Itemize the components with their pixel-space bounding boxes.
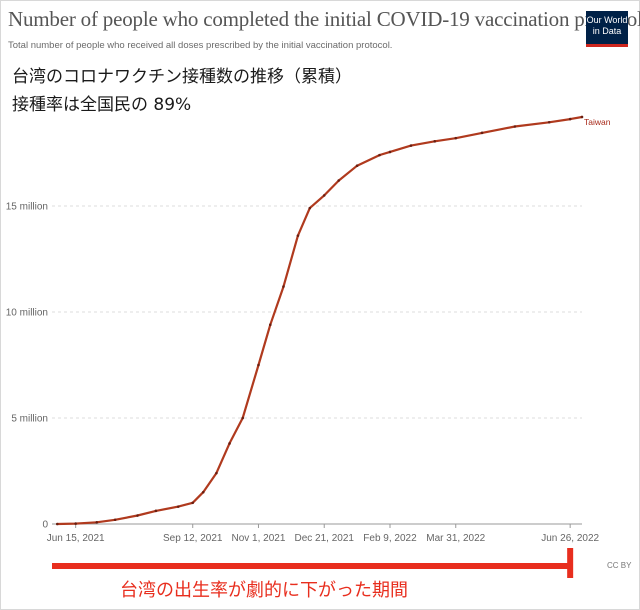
series-point xyxy=(409,144,413,147)
owid-logo[interactable]: Our World in Data xyxy=(586,11,628,47)
y-tick-label: 0 xyxy=(42,520,48,531)
x-tick-label: Jun 15, 2021 xyxy=(47,533,105,544)
series-point xyxy=(176,505,180,508)
series-point xyxy=(74,522,77,525)
series-point xyxy=(241,416,244,420)
series-point xyxy=(257,363,260,367)
series-point xyxy=(228,442,231,445)
license-label[interactable]: CC BY xyxy=(607,561,632,570)
x-tick-label: Dec 21, 2021 xyxy=(294,533,354,544)
series-point xyxy=(480,131,484,135)
series-point xyxy=(547,120,551,124)
series-point xyxy=(355,164,359,168)
series-point xyxy=(296,234,300,237)
chart-subtitle: Total number of people who received all … xyxy=(8,40,393,51)
series-point xyxy=(282,285,285,288)
series-point xyxy=(55,522,59,526)
series-point xyxy=(215,471,218,475)
y-tick-label: 10 million xyxy=(6,308,48,319)
series-point xyxy=(580,115,584,119)
series-point xyxy=(337,179,340,182)
logo-line-1: Our World xyxy=(586,15,628,25)
series-point xyxy=(454,136,458,140)
series-point xyxy=(308,206,312,210)
logo-line-2: in Data xyxy=(592,26,622,36)
series-point xyxy=(136,514,139,517)
series-point xyxy=(154,509,158,513)
series-point xyxy=(201,490,205,494)
x-tick-label: Mar 31, 2022 xyxy=(426,533,485,544)
series-point xyxy=(322,194,326,197)
x-tick-label: Nov 1, 2021 xyxy=(232,533,286,544)
logo-accent-bar xyxy=(586,44,628,47)
series-point xyxy=(113,518,117,522)
japanese-annotation-rate: 接種率は全国民の 89% xyxy=(12,95,192,115)
x-tick-label: Jun 26, 2022 xyxy=(541,533,599,544)
x-tick-label: Sep 12, 2021 xyxy=(163,533,223,544)
series-point xyxy=(269,323,272,327)
x-tick-label: Feb 9, 2022 xyxy=(363,533,417,544)
series-point xyxy=(191,501,195,505)
series-point xyxy=(513,125,517,128)
series-point xyxy=(433,140,437,143)
series-point xyxy=(95,521,99,524)
period-annotation-label: 台湾の出生率が劇的に下がった期間 xyxy=(120,580,408,601)
y-tick-label: 5 million xyxy=(11,414,48,425)
series-point xyxy=(378,153,381,157)
japanese-annotation-title: 台湾のコロナワクチン接種数の推移（累積） xyxy=(12,67,352,87)
series-line-taiwan xyxy=(57,115,583,526)
series-point xyxy=(568,117,572,121)
series-point xyxy=(388,150,392,154)
chart-title: Number of people who completed the initi… xyxy=(8,7,640,31)
series-label-taiwan: Taiwan xyxy=(584,117,611,127)
y-tick-label: 15 million xyxy=(6,202,48,213)
